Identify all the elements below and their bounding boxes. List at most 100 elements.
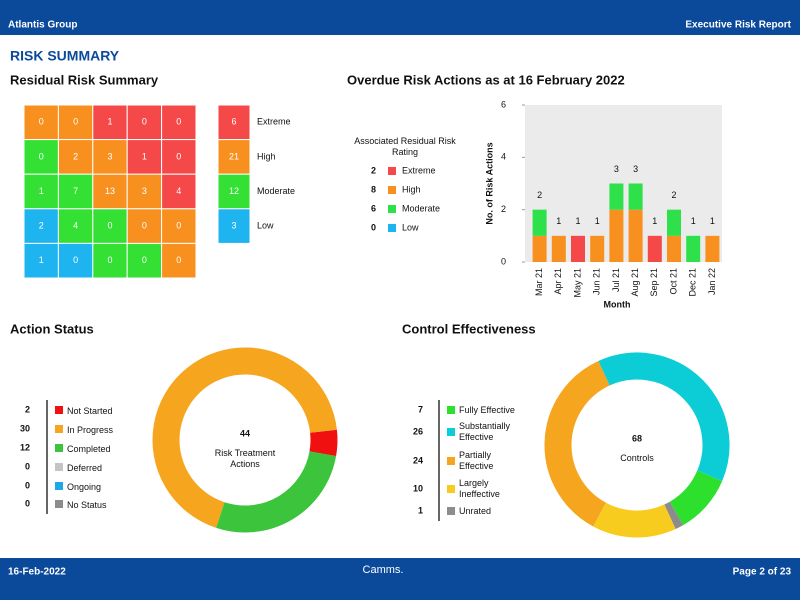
x-axis-label: Month [604,299,631,309]
bar-segment [647,235,662,262]
heatmap-value: 4 [73,220,78,230]
legend-count: 6 [231,117,236,127]
center-label: Controls [620,453,654,463]
legend-label: Extreme [402,165,436,175]
bar-total-label: 1 [556,216,561,226]
legend-label-box: Deferred [67,462,103,473]
heatmap-value: 0 [107,255,112,265]
bar-segment [532,235,547,262]
legend-label-box: Unrated [459,505,492,516]
legend-label: Deferred [67,462,103,473]
heatmap-value: 0 [142,255,147,265]
x-tick-label: Oct 21 [668,268,678,295]
legend-label-box: In Progress [67,425,113,435]
center-label: Risk Treatment Actions [214,448,276,469]
heatmap-cell [161,173,197,210]
bar-total-label: 1 [595,216,600,226]
bar-segment [609,183,624,210]
bar-total-label: 2 [537,190,542,200]
x-tick-label: Sep 21 [649,268,659,297]
x-tick-label: Jul 21 [611,268,621,292]
heatmap-cell [23,104,59,141]
legend-box [217,208,251,244]
bar-segment [628,209,643,262]
header-right: Executive Risk Report [685,20,791,31]
legend-label: Extreme [257,117,291,127]
heatmap-value: 0 [39,117,44,127]
legend-count: 0 [25,461,30,471]
bar-total-label: 1 [575,216,580,226]
center-value: 44 [240,428,250,438]
bar-segment [667,209,681,236]
bar-segment [705,235,720,262]
heatmap-value: 1 [107,117,112,127]
bar-total-label: 1 [652,216,657,226]
legend-swatch [447,428,455,436]
bar-segment [686,235,701,262]
heatmap-value: 1 [39,186,44,196]
x-tick-label: Jun 21 [592,268,602,295]
heatmap-cell [57,173,94,210]
legend-swatch [55,500,63,508]
bar-segment [551,235,566,262]
legend-swatch [388,167,396,175]
legend-label: Unrated [459,505,492,516]
heatmap-value: 1 [39,255,44,265]
heatmap-value: 0 [142,220,147,230]
heatmap-cell [23,242,59,279]
legend-label: High [402,184,421,194]
x-tick-label: Aug 21 [630,268,640,297]
donut-segment [664,501,684,530]
legend-label: Fully Effective [459,404,515,415]
x-tick-label: May 21 [572,268,582,298]
chart-title: Control Effectiveness [402,321,536,336]
y-tick-label: 4 [501,152,506,162]
heatmap-value: 2 [73,151,78,161]
legend-count: 10 [413,483,423,493]
legend-label: Not Started [67,405,113,416]
legend-count: 0 [25,480,30,490]
legend-swatch [55,463,63,471]
donut-segment [598,352,730,482]
heatmap-value: 0 [73,117,78,127]
legend-label-box: Ongoing [67,482,101,492]
header-left: Atlantis Group [8,20,77,31]
bar-segment [532,209,547,236]
y-tick-label: 2 [501,204,506,214]
heatmap-cell [92,208,128,244]
legend-label: Moderate [257,186,295,196]
legend-box [217,104,251,141]
heatmap-value: 4 [176,186,181,196]
bar-segment [571,235,585,262]
legend-label: Partially Effective [459,450,494,471]
footer-brand: Camms. [363,564,404,576]
legend-label: Completed [67,443,111,454]
legend-count: 30 [20,423,30,433]
bar-segment [628,183,643,210]
bar-segment [590,235,605,262]
legend-label-box: Partially Effective [459,450,494,471]
heatmap-cell [23,208,59,244]
legend-label: Moderate [402,203,440,213]
legend-swatch [447,457,455,465]
donut-segment [544,360,611,527]
legend-label-box: Substantially Effective [459,421,510,442]
center-value: 68 [632,433,642,443]
heatmap-value: 3 [107,151,112,161]
legend-swatch [447,485,455,493]
legend-label-box: Fully Effective [459,404,515,415]
legend-label: Low [402,222,419,232]
legend-label: Largely Ineffective [459,478,500,499]
legend-count: 0 [371,222,376,232]
heatmap-value: 3 [142,186,147,196]
legend-label-box: No Status [67,500,107,510]
legend-label-box: Completed [67,443,111,454]
y-tick-label: 0 [501,256,506,266]
legend-count: 3 [231,220,236,230]
heatmap-cell [126,208,163,244]
center-label-box: Controls [620,453,654,463]
y-tick-label: 6 [501,99,506,109]
heatmap-cell [57,208,94,244]
